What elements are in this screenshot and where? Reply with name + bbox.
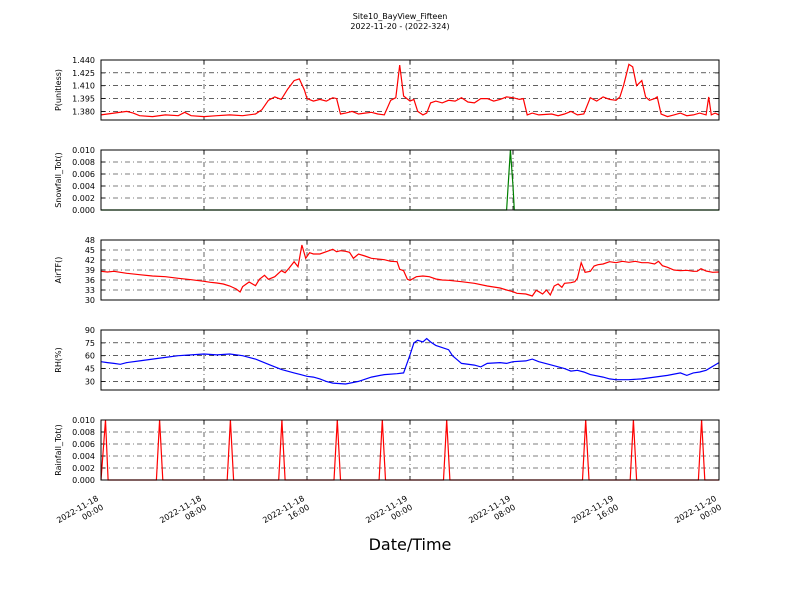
- y-axis-label: RH(%): [54, 347, 63, 372]
- y-tick-label: 36: [85, 276, 95, 285]
- y-tick-label: 90: [85, 326, 95, 335]
- panel-frame: [100, 419, 720, 481]
- y-tick-label: 0.000: [72, 476, 95, 485]
- chart-panels: 1.380 1.395 1.410 1.425 1.440 P(unitless) 0.00…: [54, 56, 720, 485]
- x-tick-label: 2022-11-1800:00: [55, 494, 105, 534]
- y-axis-label: AirTF(): [54, 257, 63, 284]
- y-tick-label: 0.002: [72, 464, 95, 473]
- panel-1: 0.000 0.002 0.004 0.006 0.008 0.010 Snowfall_T…: [54, 146, 720, 215]
- x-axis-ticks: 2022-11-1800:00 2022-11-1808:00 2022-11-18…: [55, 494, 723, 534]
- y-tick-label: 0.002: [72, 194, 95, 203]
- y-tick-label: 0.008: [72, 428, 95, 437]
- panel-frame: [100, 329, 720, 391]
- y-tick-label: 60: [85, 352, 95, 361]
- y-tick-label: 0.008: [72, 158, 95, 167]
- y-tick-label: 39: [85, 266, 95, 275]
- y-tick-label: 42: [85, 256, 95, 265]
- y-tick-label: 0.010: [72, 146, 95, 155]
- y-tick-label: 0.004: [72, 182, 95, 191]
- y-tick-label: 1.410: [72, 82, 95, 91]
- panel-0: 1.380 1.395 1.410 1.425 1.440 P(unitless): [54, 56, 720, 121]
- panel-frame: [100, 239, 720, 301]
- y-tick-label: 30: [85, 377, 95, 386]
- y-tick-label: 1.440: [72, 56, 95, 65]
- y-tick-label: 33: [85, 286, 95, 295]
- y-tick-label: 1.395: [72, 95, 95, 104]
- panel-4: 0.000 0.002 0.004 0.006 0.008 0.010 Rainfall_T…: [54, 416, 720, 485]
- panel-3: 30 45 60 75 90 RH(%): [54, 326, 720, 391]
- panel-frame: [100, 149, 720, 211]
- y-axis-label: P(unitless): [54, 69, 63, 111]
- series-line: [100, 244, 720, 297]
- panel-frame: [100, 59, 720, 121]
- y-tick-label: 45: [85, 246, 95, 255]
- y-tick-label: 0.006: [72, 170, 95, 179]
- y-tick-label: 0.000: [72, 206, 95, 215]
- y-axis-label: Rainfall_Tot(): [54, 424, 63, 476]
- y-tick-label: 75: [85, 339, 95, 348]
- x-tick-label: 2022-11-2000:00: [673, 494, 723, 534]
- x-tick-label: 2022-11-1808:00: [158, 494, 208, 534]
- y-tick-label: 45: [85, 365, 95, 374]
- x-tick-label: 2022-11-1908:00: [467, 494, 517, 534]
- y-tick-label: 30: [85, 296, 95, 305]
- chart-subtitle: 2022-11-20 - (2022-324): [350, 22, 449, 31]
- x-tick-label: 2022-11-1900:00: [364, 494, 414, 534]
- x-axis-label: Date/Time: [369, 535, 452, 554]
- y-axis-label: Snowfall_Tot(): [54, 152, 63, 208]
- y-tick-label: 1.425: [72, 69, 95, 78]
- x-tick-label: 2022-11-1816:00: [261, 494, 311, 534]
- y-tick-label: 1.380: [72, 107, 95, 116]
- y-tick-label: 48: [85, 236, 95, 245]
- series-line: [100, 63, 720, 118]
- chart-title: Site10_BayView_Fifteen: [353, 12, 448, 21]
- y-tick-label: 0.004: [72, 452, 95, 461]
- series-line: [100, 337, 720, 385]
- x-tick-label: 2022-11-1916:00: [570, 494, 620, 534]
- y-tick-label: 0.010: [72, 416, 95, 425]
- y-tick-label: 0.006: [72, 440, 95, 449]
